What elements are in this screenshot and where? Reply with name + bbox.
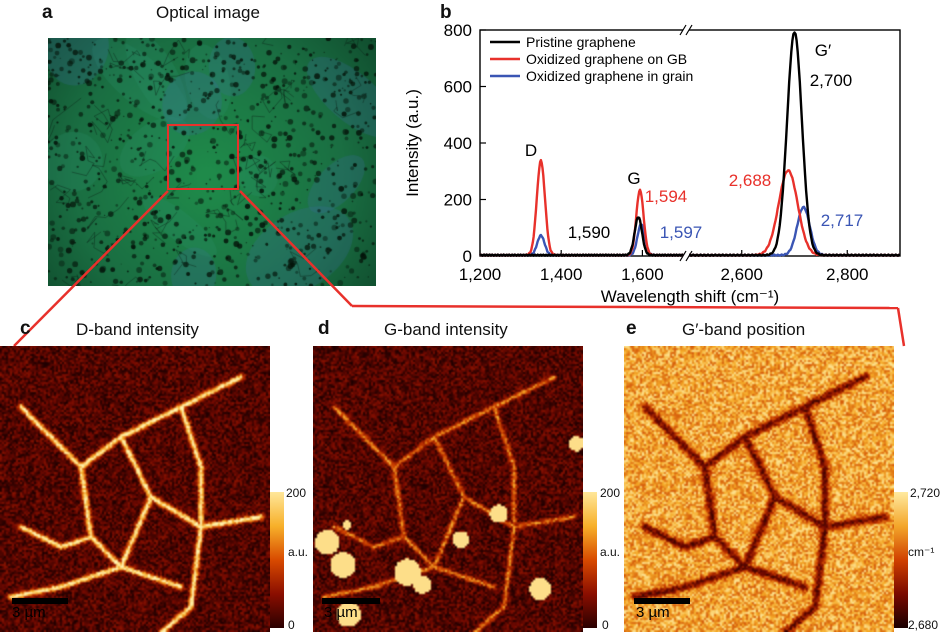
colorbar-min: 0 [602, 618, 609, 632]
x-tick-label: 2,600 [720, 265, 763, 284]
panel-b-label: b [440, 2, 452, 23]
legend-entry: Oxidized graphene in grain [526, 68, 693, 84]
panel-a-title: Optical image [156, 3, 260, 22]
peak-annotation: 1,594 [645, 187, 688, 206]
colorbar [894, 492, 908, 628]
panel-d-label: d [318, 318, 330, 339]
axis-break-mark [679, 250, 687, 262]
peak-annotation: D [525, 141, 537, 160]
scale-bar [322, 598, 380, 604]
colorbar-max: 200 [600, 486, 621, 500]
series-line [688, 169, 901, 257]
colorbar-min: 0 [288, 618, 295, 632]
y-axis-label: Intensity (a.u.) [403, 89, 422, 197]
g-prime-band-map [624, 346, 894, 632]
y-tick-label: 200 [444, 191, 472, 210]
series-line [479, 216, 684, 257]
colorbar-unit: cm⁻¹ [908, 545, 935, 559]
y-tick-label: 0 [463, 247, 472, 266]
scale-bar-label: 3 µm [636, 604, 670, 621]
scale-bar [634, 598, 690, 604]
series-line [688, 31, 901, 257]
optical-image [48, 38, 376, 286]
peak-annotation: G [627, 169, 640, 188]
scale-bar [12, 598, 68, 604]
y-tick-label: 600 [444, 78, 472, 97]
zoom-box [167, 124, 239, 190]
legend-entry: Pristine graphene [526, 34, 636, 50]
x-axis-label: Wavelength shift (cm⁻¹) [601, 287, 779, 306]
peak-annotation: 2,688 [729, 171, 772, 190]
y-tick-label: 800 [444, 21, 472, 40]
panel-c-label: c [20, 318, 31, 339]
legend-entry: Oxidized graphene on GB [526, 51, 687, 67]
axis-break-mark [679, 24, 687, 36]
axis-break-mark [685, 24, 693, 36]
scale-bar-label: 3 µm [324, 604, 358, 621]
peak-annotation: 2,717 [821, 211, 864, 230]
colorbar-unit: a.u. [600, 545, 621, 559]
g-band-map [313, 346, 583, 632]
colorbar [583, 492, 597, 628]
peak-annotation: G′ [815, 41, 831, 60]
scale-bar-label: 3 µm [12, 604, 46, 621]
panel-c-title: D-band intensity [76, 320, 199, 339]
colorbar-max: 200 [286, 486, 307, 500]
x-tick-label: 1,400 [540, 265, 583, 284]
raman-spectrum-chart: 0 200 400 600 800 1,200 1,400 1,600 2,600 2,800 Wa… [403, 21, 901, 306]
x-tick-label: 1,200 [459, 265, 502, 284]
d-band-map [0, 346, 270, 632]
panel-a-label: a [42, 2, 53, 23]
colorbar-min: 2,680 [908, 618, 939, 632]
x-tick-label: 2,800 [826, 265, 869, 284]
peak-annotation: 1,590 [568, 223, 611, 242]
peak-annotation: 2,700 [810, 71, 853, 90]
series-line [688, 205, 901, 257]
colorbar-unit: a.u. [288, 545, 309, 559]
x-tick-label: 1,600 [621, 265, 664, 284]
panel-d-title: G-band intensity [384, 320, 508, 339]
panel-e-label: e [626, 318, 637, 339]
axis-break [683, 26, 689, 260]
colorbar [270, 492, 284, 628]
panel-e-title: G′-band position [682, 320, 806, 339]
y-tick-label: 400 [444, 134, 472, 153]
colorbar-max: 2,720 [910, 486, 941, 500]
peak-annotation: 1,597 [660, 223, 703, 242]
